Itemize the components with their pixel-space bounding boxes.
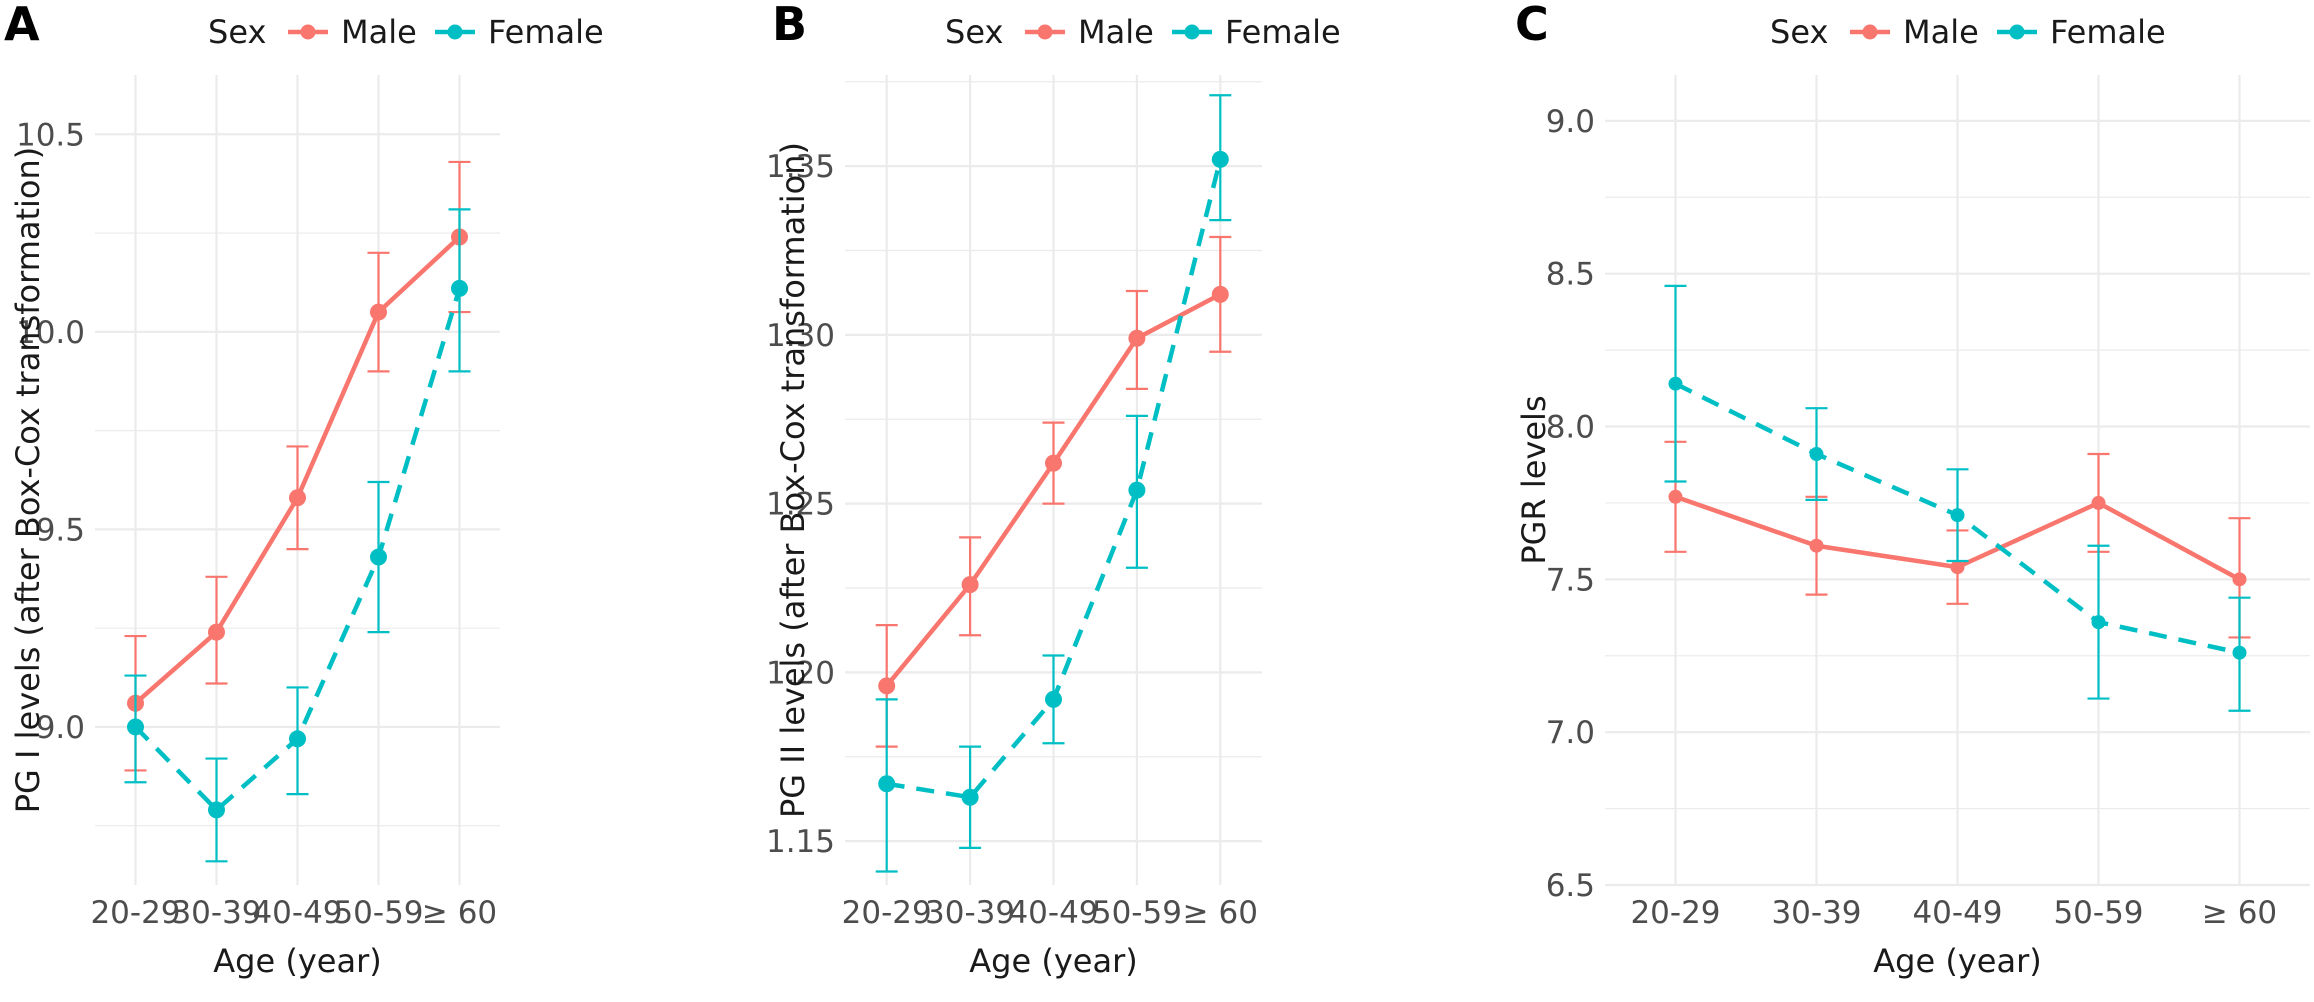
series-female bbox=[875, 94, 1232, 873]
y-tick-label: 1.25 bbox=[766, 487, 835, 523]
data-point bbox=[1950, 560, 1965, 575]
legend-title: Sex bbox=[945, 13, 1003, 51]
data-point bbox=[1211, 285, 1229, 303]
y-tick-label: 9.0 bbox=[1546, 104, 1595, 140]
legend: Sex Male Female bbox=[208, 13, 604, 51]
data-point bbox=[370, 303, 387, 321]
x-tick-label: 40-49 bbox=[1912, 895, 2002, 931]
legend: Sex Male Female bbox=[1770, 13, 2166, 51]
panel-B: 1.15 1.20 1.25 1.30 1.35 20-2930-3940-4950-59… bbox=[766, 0, 1341, 980]
y-tick-label: 8.5 bbox=[1546, 257, 1595, 293]
data-point bbox=[2091, 615, 2106, 630]
data-point bbox=[370, 548, 387, 566]
y-tick-label: 7.5 bbox=[1546, 562, 1595, 598]
y-tick-label: 1.20 bbox=[766, 655, 835, 691]
data-point bbox=[878, 677, 896, 695]
x-axis-title: Age (year) bbox=[213, 942, 381, 980]
x-tick-label: 20-29 bbox=[90, 895, 180, 931]
legend-label: Female bbox=[1225, 13, 1341, 51]
data-point bbox=[1668, 489, 1683, 504]
y-tick-label: 10.0 bbox=[16, 315, 85, 351]
legend-key-point bbox=[447, 24, 463, 40]
legend-label: Male bbox=[341, 13, 417, 51]
panel-letter: A bbox=[4, 0, 40, 51]
legend-key-point bbox=[1862, 24, 1878, 40]
series-male bbox=[1664, 440, 2251, 639]
x-tick-label: 30-39 bbox=[171, 895, 261, 931]
data-point bbox=[451, 279, 468, 297]
data-point bbox=[208, 623, 225, 641]
x-tick-label: 40-49 bbox=[252, 895, 342, 931]
data-point bbox=[2232, 572, 2247, 587]
y-tick-label: 9.5 bbox=[36, 512, 85, 548]
x-tick-label: 20-29 bbox=[1630, 895, 1720, 931]
y-axis-title: PG II levels (after Box-Cox transformati… bbox=[774, 142, 812, 818]
data-point bbox=[1128, 329, 1146, 347]
y-tick-label: 8.0 bbox=[1546, 410, 1595, 446]
legend-label: Male bbox=[1903, 13, 1979, 51]
data-point bbox=[1809, 447, 1824, 462]
series-female bbox=[124, 208, 471, 863]
y-tick-label: 7.0 bbox=[1546, 715, 1595, 751]
series-female bbox=[1664, 284, 2251, 712]
legend-label: Female bbox=[488, 13, 604, 51]
data-point bbox=[289, 730, 306, 748]
y-tick-label: 9.0 bbox=[36, 710, 85, 746]
y-tick-label: 1.15 bbox=[766, 824, 835, 860]
x-tick-label: ≥ 60 bbox=[1183, 895, 1258, 931]
x-tick-label: 30-39 bbox=[1771, 895, 1861, 931]
data-point bbox=[878, 775, 896, 793]
legend-label: Female bbox=[2050, 13, 2166, 51]
panel-letter: B bbox=[772, 0, 807, 51]
legend-title: Sex bbox=[208, 13, 266, 51]
data-point bbox=[1668, 376, 1683, 391]
y-tick-label: 10.5 bbox=[16, 117, 85, 153]
x-tick-label: 50-59 bbox=[1092, 895, 1182, 931]
legend: Sex Male Female bbox=[945, 13, 1341, 51]
y-axis-title: PG I levels (after Box-Cox transformatio… bbox=[9, 147, 47, 814]
data-point bbox=[1950, 508, 1965, 523]
y-tick-label: 1.30 bbox=[766, 318, 835, 354]
x-tick-label: 50-59 bbox=[2053, 895, 2143, 931]
panel-letter: C bbox=[1515, 0, 1549, 51]
data-point bbox=[2232, 645, 2247, 660]
x-tick-label: ≥ 60 bbox=[2202, 895, 2277, 931]
data-point bbox=[1211, 150, 1229, 168]
data-point bbox=[1045, 454, 1062, 472]
x-tick-label: ≥ 60 bbox=[422, 895, 497, 931]
legend-title: Sex bbox=[1770, 13, 1828, 51]
x-axis-title: Age (year) bbox=[969, 942, 1137, 980]
x-tick-label: 20-29 bbox=[842, 895, 932, 931]
y-tick-label: 6.5 bbox=[1546, 868, 1595, 904]
panel-C: 6.5 7.0 7.5 8.0 8.5 9.0 20-29 30-39 40-49 50-59 ≥ … bbox=[1515, 0, 2310, 980]
data-point bbox=[289, 489, 306, 507]
y-tick-label: 1.35 bbox=[766, 149, 835, 185]
x-axis-title: Age (year) bbox=[1873, 942, 2041, 980]
data-point bbox=[961, 576, 979, 594]
data-point bbox=[2091, 495, 2106, 510]
data-point bbox=[961, 788, 979, 806]
x-tick-label: 50-59 bbox=[333, 895, 423, 931]
legend-key-point bbox=[1037, 24, 1053, 40]
data-point bbox=[1809, 538, 1824, 553]
legend-key-point bbox=[2009, 24, 2025, 40]
data-point bbox=[127, 718, 144, 736]
data-point bbox=[208, 801, 225, 819]
data-point bbox=[1128, 481, 1146, 499]
data-point bbox=[1045, 690, 1062, 708]
y-axis-title: PGR levels bbox=[1515, 395, 1553, 564]
legend-key-point bbox=[300, 24, 316, 40]
x-tick-label: 30-39 bbox=[925, 895, 1015, 931]
legend-label: Male bbox=[1078, 13, 1154, 51]
legend-key-point bbox=[1184, 24, 1200, 40]
x-tick-label: 40-49 bbox=[1008, 895, 1098, 931]
